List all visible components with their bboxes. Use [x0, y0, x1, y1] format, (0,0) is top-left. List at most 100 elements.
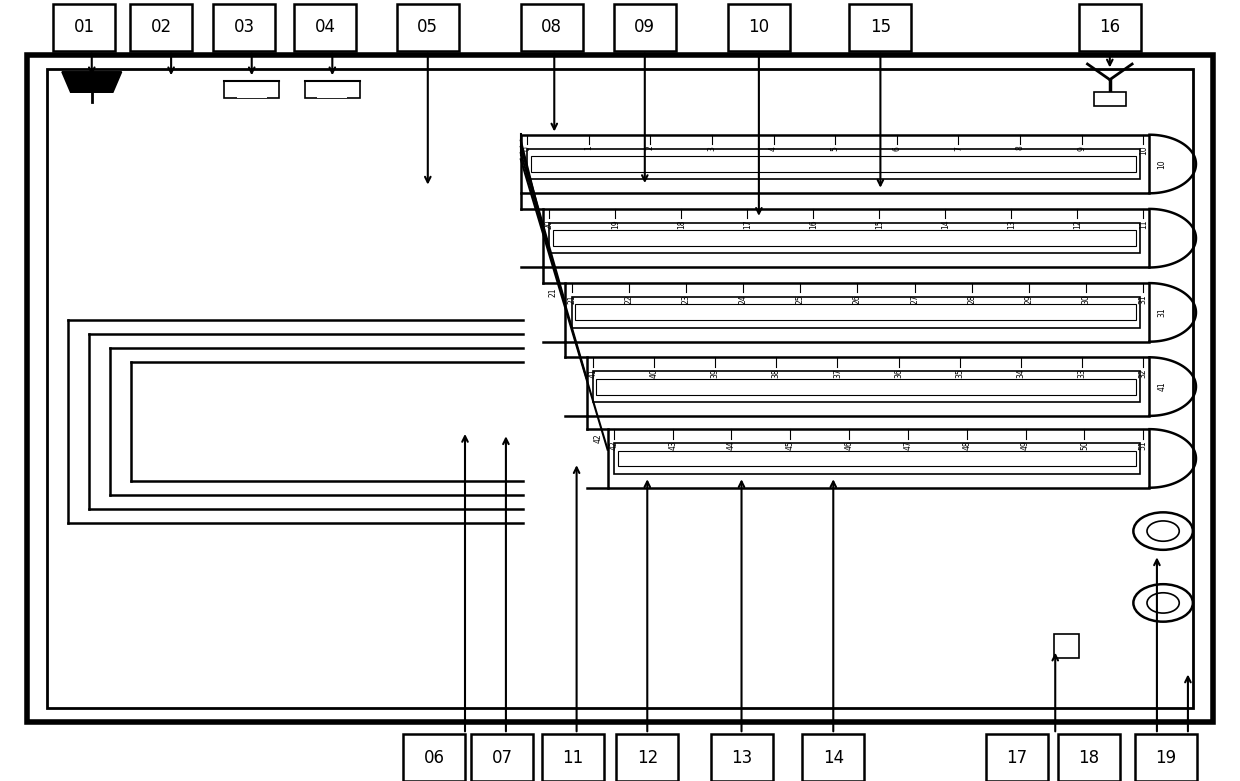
Text: 21: 21	[567, 294, 577, 304]
Bar	[53, 4, 115, 51]
Text: 10: 10	[1138, 146, 1148, 155]
Text: 42: 42	[593, 433, 603, 443]
Text: 37: 37	[833, 369, 842, 378]
Text: 0: 0	[522, 146, 532, 151]
Text: 22: 22	[624, 294, 634, 304]
Bar	[1094, 92, 1126, 106]
Text: 35: 35	[955, 369, 965, 378]
Text: 5: 5	[831, 146, 839, 151]
Bar	[572, 298, 1140, 328]
Text: 11: 11	[562, 748, 584, 767]
Text: 03: 03	[233, 18, 255, 37]
Text: 17: 17	[743, 220, 751, 230]
Text: 44: 44	[727, 440, 737, 450]
Bar	[575, 305, 1136, 320]
Bar	[521, 134, 1149, 193]
Text: 02: 02	[150, 18, 172, 37]
Text: 9: 9	[1078, 146, 1086, 151]
Bar	[531, 156, 1136, 172]
Bar	[542, 734, 604, 781]
Bar	[403, 734, 465, 781]
Text: 43: 43	[668, 440, 677, 450]
Text: 27: 27	[910, 294, 919, 304]
Bar	[237, 87, 267, 98]
Text: 46: 46	[844, 440, 853, 450]
Text: 18: 18	[677, 220, 686, 230]
Bar	[986, 734, 1048, 781]
Text: 8: 8	[1016, 146, 1024, 151]
Text: 24: 24	[739, 294, 748, 304]
Text: 28: 28	[967, 294, 976, 304]
Bar	[397, 4, 459, 51]
Text: 04: 04	[315, 18, 335, 37]
Text: 47: 47	[904, 440, 913, 450]
Bar	[27, 55, 1213, 722]
Text: 45: 45	[786, 440, 795, 450]
Text: 08: 08	[542, 18, 562, 37]
Bar	[305, 81, 360, 98]
Text: 29: 29	[1024, 294, 1033, 304]
Text: 15: 15	[874, 220, 884, 230]
Text: 13: 13	[730, 748, 753, 767]
Text: 33: 33	[1078, 369, 1086, 378]
Bar	[527, 148, 1140, 179]
Text: 50: 50	[1080, 440, 1089, 450]
Bar	[549, 223, 1140, 253]
Text: 16: 16	[808, 220, 818, 230]
Text: 49: 49	[1021, 440, 1030, 450]
Text: 13: 13	[1007, 220, 1016, 230]
Text: 12: 12	[636, 748, 658, 767]
Bar	[593, 372, 1140, 401]
Text: 30: 30	[1081, 294, 1091, 304]
Text: 16: 16	[1099, 18, 1121, 37]
Text: 7: 7	[954, 146, 963, 151]
Bar	[616, 734, 678, 781]
Text: 26: 26	[853, 294, 862, 304]
Polygon shape	[62, 72, 122, 92]
Text: 05: 05	[418, 18, 438, 37]
Bar	[614, 444, 1140, 473]
Bar	[1058, 734, 1120, 781]
Bar	[711, 734, 773, 781]
Text: 31: 31	[1138, 294, 1148, 304]
Bar	[1135, 734, 1197, 781]
Bar	[553, 230, 1136, 246]
Text: 38: 38	[771, 369, 781, 378]
Text: 42: 42	[609, 440, 619, 450]
Text: 51: 51	[1138, 440, 1148, 450]
Bar	[614, 4, 676, 51]
Text: 01: 01	[73, 18, 95, 37]
Text: 12: 12	[1073, 220, 1081, 230]
Text: 19: 19	[1154, 748, 1177, 767]
Text: 3: 3	[707, 146, 717, 151]
Bar	[587, 358, 1149, 415]
Text: 34: 34	[1017, 369, 1025, 378]
Text: 21: 21	[548, 287, 558, 297]
Text: 09: 09	[635, 18, 655, 37]
Bar	[596, 379, 1136, 394]
Bar	[849, 4, 911, 51]
Bar	[1054, 634, 1079, 658]
Text: 31: 31	[1157, 308, 1167, 317]
Bar	[802, 734, 864, 781]
Text: 19: 19	[611, 220, 620, 230]
Bar	[130, 4, 192, 51]
Text: 14: 14	[822, 748, 844, 767]
Bar	[521, 4, 583, 51]
Text: 14: 14	[941, 220, 950, 230]
Text: 48: 48	[962, 440, 971, 450]
Bar	[317, 87, 347, 98]
Text: 2: 2	[646, 146, 655, 151]
Text: 17: 17	[1006, 748, 1028, 767]
Text: 1: 1	[584, 146, 593, 151]
Bar	[608, 430, 1149, 487]
Text: 36: 36	[894, 369, 903, 378]
Text: 15: 15	[869, 18, 892, 37]
Bar	[565, 284, 1149, 342]
Text: 18: 18	[1078, 748, 1100, 767]
Text: 10: 10	[1157, 159, 1167, 169]
Text: 39: 39	[711, 369, 719, 378]
Bar	[294, 4, 356, 51]
Text: 6: 6	[893, 146, 901, 151]
Text: 41: 41	[588, 369, 598, 378]
